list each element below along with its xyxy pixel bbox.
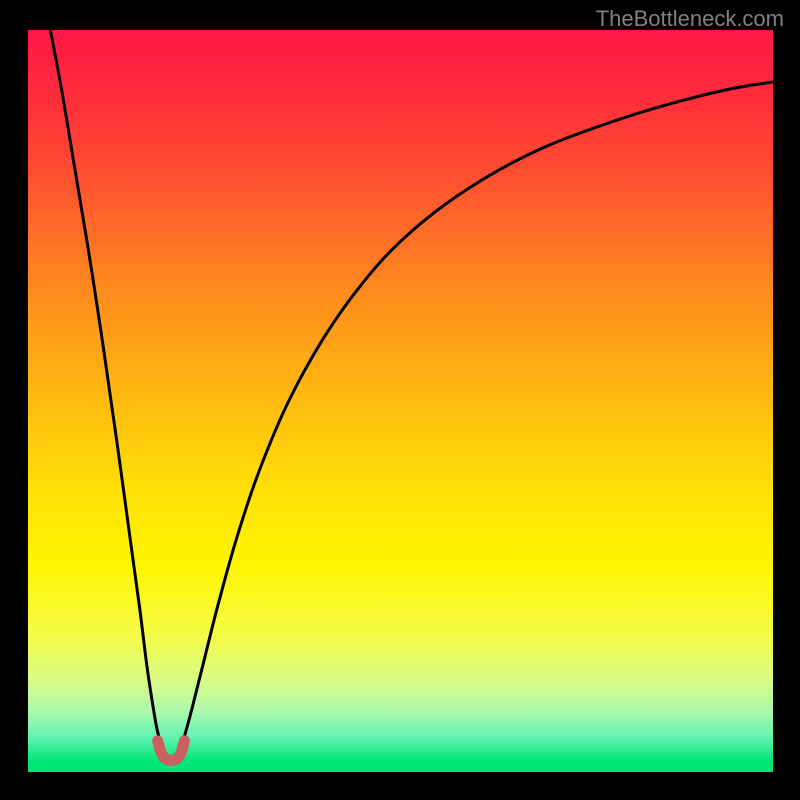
watermark-text: TheBottleneck.com [596, 6, 784, 32]
plot-background-gradient [28, 30, 773, 772]
bottleneck-chart [0, 0, 800, 800]
chart-stage: TheBottleneck.com [0, 0, 800, 800]
